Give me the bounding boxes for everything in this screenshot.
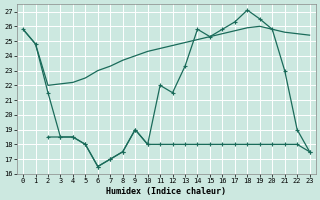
X-axis label: Humidex (Indice chaleur): Humidex (Indice chaleur) (106, 187, 226, 196)
